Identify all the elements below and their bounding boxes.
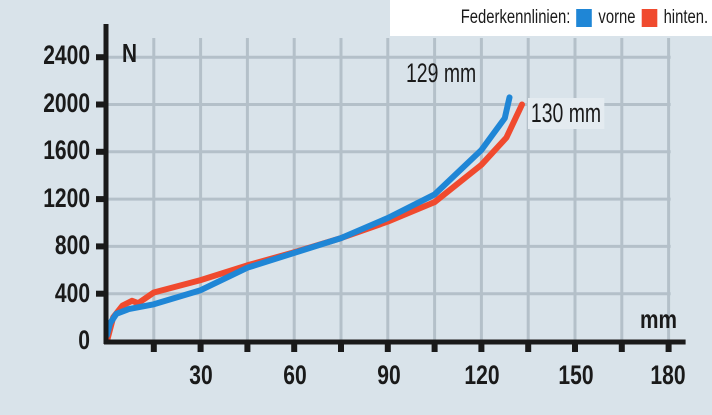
y-tick-label: 2400 [43,40,90,70]
legend-title: Federkennlinien: [460,7,571,28]
series-line-front [104,94,513,339]
x-tick-label: 90 [377,360,401,390]
legend-label-rear: hinten. [663,7,708,28]
y-tick-label: 400 [54,278,90,308]
y-axis-unit: N [122,38,138,68]
y-tick-label: 1600 [43,135,90,165]
y-tick-label: 1200 [43,183,90,213]
axes [96,24,686,352]
x-tick-label: 30 [189,360,213,390]
x-tick-label: 60 [283,360,307,390]
legend-swatch-rear [641,9,658,27]
series-line-rear [104,101,525,344]
y-tick-label: 0 [78,325,90,355]
annotation-front-travel: 129 mm [406,58,477,88]
legend: Federkennlinien: vorne hinten. [390,0,712,36]
annotation-rear-travel: 130 mm [528,98,604,129]
data-series [104,94,525,344]
x-axis-unit: mm [640,304,677,334]
x-tick-label: 120 [464,360,500,390]
x-tick-label: 150 [558,360,594,390]
legend-swatch-front [576,9,593,27]
legend-label-front: vorne [598,7,636,28]
x-tick-label: 180 [650,360,686,390]
grid-lines [107,38,671,341]
y-tick-label: 800 [54,230,90,260]
y-tick-label: 2000 [43,88,90,118]
